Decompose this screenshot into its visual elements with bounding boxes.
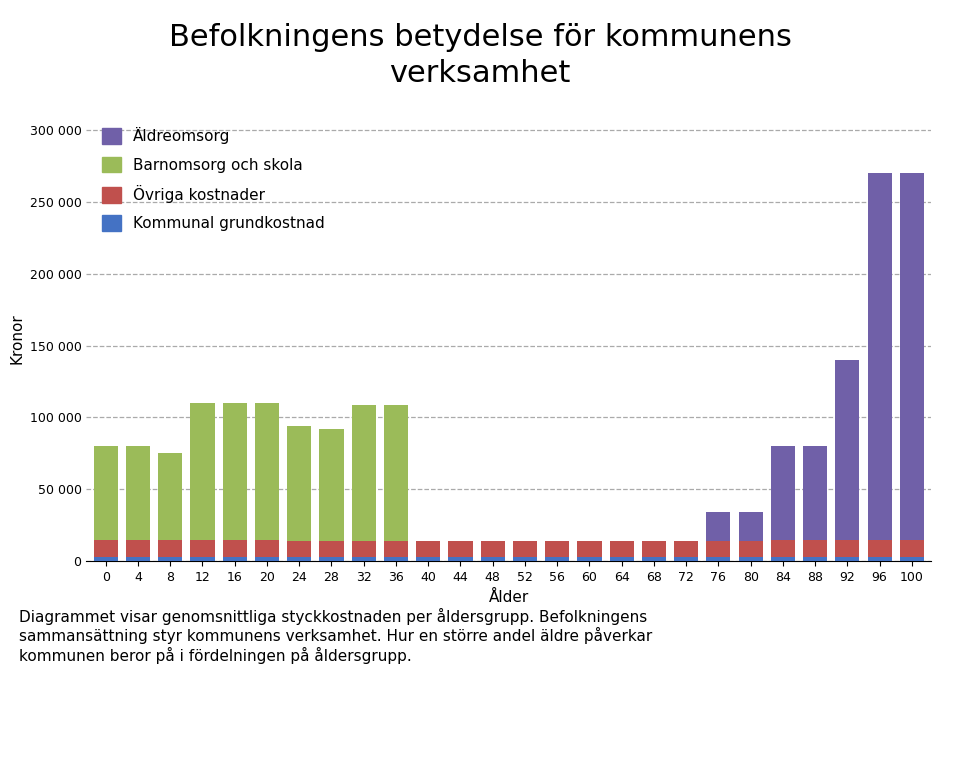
Bar: [642, 557, 666, 561]
Bar: [835, 360, 859, 540]
Bar: [803, 540, 828, 557]
Bar: [384, 557, 408, 561]
Bar: [126, 446, 150, 540]
Bar: [158, 540, 182, 557]
Bar: [868, 173, 892, 540]
Bar: [481, 541, 505, 557]
Bar: [738, 512, 763, 541]
Bar: [351, 404, 375, 541]
Bar: [868, 540, 892, 557]
Bar: [803, 557, 828, 561]
Bar: [610, 541, 634, 557]
Bar: [577, 541, 602, 557]
Bar: [351, 541, 375, 557]
Bar: [771, 446, 795, 540]
Bar: [351, 557, 375, 561]
Bar: [320, 557, 344, 561]
Bar: [320, 541, 344, 557]
Bar: [803, 446, 828, 540]
Bar: [94, 446, 118, 540]
Text: Diagrammet visar genomsnittliga styckkostnaden per åldersgrupp. Befolkningens
sa: Diagrammet visar genomsnittliga styckkos…: [19, 608, 653, 664]
Bar: [771, 540, 795, 557]
Bar: [384, 541, 408, 557]
Bar: [254, 403, 279, 540]
Bar: [900, 540, 924, 557]
Bar: [835, 557, 859, 561]
Bar: [190, 540, 215, 557]
Bar: [674, 557, 698, 561]
Bar: [674, 541, 698, 557]
Bar: [384, 404, 408, 541]
Text: Befolkningens betydelse för kommunens
verksamhet: Befolkningens betydelse för kommunens ve…: [169, 23, 791, 88]
Bar: [126, 557, 150, 561]
Bar: [287, 541, 311, 557]
Bar: [223, 540, 247, 557]
Bar: [287, 557, 311, 561]
Bar: [707, 557, 731, 561]
Bar: [223, 557, 247, 561]
Bar: [320, 429, 344, 541]
Y-axis label: Kronor: Kronor: [9, 313, 24, 364]
Bar: [738, 557, 763, 561]
Bar: [577, 557, 602, 561]
Bar: [545, 541, 569, 557]
Legend: Äldreomsorg, Barnomsorg och skola, Övriga kostnader, Kommunal grundkostnad: Äldreomsorg, Barnomsorg och skola, Övrig…: [103, 128, 324, 231]
Bar: [707, 512, 731, 541]
Bar: [190, 557, 215, 561]
Bar: [416, 541, 441, 557]
Bar: [448, 541, 472, 557]
Bar: [868, 557, 892, 561]
Bar: [481, 557, 505, 561]
Bar: [545, 557, 569, 561]
Bar: [513, 541, 537, 557]
Bar: [126, 540, 150, 557]
Bar: [190, 403, 215, 540]
Bar: [448, 557, 472, 561]
Bar: [94, 540, 118, 557]
Bar: [254, 540, 279, 557]
Bar: [158, 557, 182, 561]
Bar: [254, 557, 279, 561]
Bar: [707, 541, 731, 557]
Bar: [738, 541, 763, 557]
Bar: [223, 403, 247, 540]
Bar: [900, 173, 924, 540]
X-axis label: Ålder: Ålder: [489, 590, 529, 604]
Bar: [642, 541, 666, 557]
Bar: [158, 454, 182, 540]
Bar: [900, 557, 924, 561]
Bar: [287, 426, 311, 541]
Bar: [513, 557, 537, 561]
Bar: [771, 557, 795, 561]
Bar: [610, 557, 634, 561]
Bar: [94, 557, 118, 561]
Bar: [416, 557, 441, 561]
Bar: [835, 540, 859, 557]
